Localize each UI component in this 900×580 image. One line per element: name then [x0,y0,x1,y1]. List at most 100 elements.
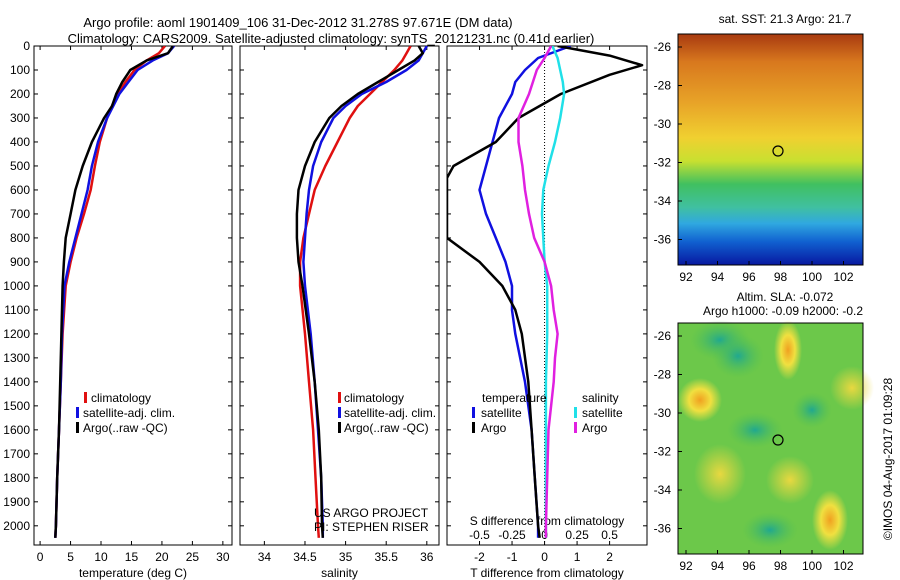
legend-argo: Argo(..raw -QC) [344,421,429,435]
legend-sal-argo: Argo [582,421,608,435]
map-lon-tick-label: 96 [742,559,756,573]
sla-feature [812,490,848,550]
y-tick-label: 600 [10,183,30,197]
legend-swatch-satellite [338,407,341,418]
legend-swatch-sal-satellite [574,407,577,418]
y-tick-label: 0 [23,39,30,53]
map-lat-tick-label: -32 [654,445,672,459]
x-tick-label: 34 [258,550,272,564]
x-tick-label: 15 [125,550,139,564]
sla-feature [774,320,802,380]
map-lon-tick-label: 92 [679,270,693,284]
y-tick-label: 900 [10,255,30,269]
argo-location-marker [772,434,784,446]
sla-feature [727,412,783,448]
sla-feature [742,512,798,548]
credit-pi: PI: STEPHEN RISER [314,520,429,534]
map-lon-tick-label: 100 [802,270,822,284]
legend-swatch-temp-argo [472,422,475,433]
series-line-argo-raw-qc- [54,46,174,538]
legend-salinity-heading: salinity [582,391,619,405]
sst-map-image [678,34,863,265]
x-tick-label: 0 [541,550,548,564]
y-tick-label: 2000 [3,519,30,533]
sla-map-title-line2: Argo h1000: -0.09 h2000: -0.2 [703,304,863,318]
map-lon-tick-label: 102 [833,270,853,284]
map-lon-tick-label: 92 [679,559,693,573]
sla-map: Altim. SLA: -0.072 Argo h1000: -0.09 h20… [677,290,874,555]
map-axes: -26 -28 -30 -32 -34 -36 92 94 96 98 100 102 -26 -28 -3… [654,40,854,573]
map-lon-tick-label: 100 [802,559,822,573]
argo-location-marker [772,145,784,157]
difference-legend: temperature salinity satellite satellite… [472,391,623,435]
sla-feature [766,456,814,504]
map-lat-tick-label: -30 [654,406,672,420]
y-tick-label: 1800 [3,471,30,485]
y-tick-label: 800 [10,231,30,245]
x-tick-label: -2 [474,550,485,564]
difference-panel: -2 -1 0 1 2 T difference from climatology -0.5… [446,45,648,580]
map-lon-tick-label: 94 [711,559,725,573]
y-tick-label: 500 [10,159,30,173]
salinity-legend: climatology satellite-adj. clim. Argo(..… [338,391,436,435]
temperature-panel: 0100200300400500600700800900100011001200… [3,39,233,580]
y-tick-label: 1900 [3,495,30,509]
legend-climatology: climatology [91,391,151,405]
legend-swatch-argo [76,422,79,433]
legend-temp-satellite: satellite [481,406,522,420]
x-axis-label: salinity [321,566,358,580]
map-lon-tick-label: 98 [774,270,788,284]
y-tick-label: 1700 [3,447,30,461]
legend-temp-argo: Argo [481,421,507,435]
sst-map-title: sat. SST: 21.3 Argo: 21.7 [719,12,852,26]
series-line-argo-raw-qc- [295,46,425,538]
y-tick-label: 700 [10,207,30,221]
x-axis-label: temperature (deg C) [79,566,187,580]
y-tick-label: 1000 [3,279,30,293]
plot-frame [33,45,233,546]
x-tick-label: 35 [339,550,353,564]
series-line-salinity-satellite [540,46,566,538]
sst-map-frame [677,33,864,266]
x-tick-label: 1 [574,550,581,564]
temperature-legend: climatology satellite-adj. clim. Argo(..… [76,391,175,435]
legend-sal-satellite: satellite [582,406,623,420]
x-tick-label: 35.5 [375,550,399,564]
map-lat-tick-label: -26 [654,40,672,54]
legend-swatch-climatology [338,392,341,403]
y-tick-label: 200 [10,87,30,101]
map-lat-tick-label: -30 [654,117,672,131]
map-lat-tick-label: -34 [654,483,672,497]
y-tick-label: 1600 [3,423,30,437]
s-diff-tick-label: -0.5 [469,528,490,542]
figure-title-line1: Argo profile: aoml 1901409_106 31-Dec-20… [83,15,512,30]
sla-feature [694,444,746,504]
salinity-panel: 34 34.5 35 35.5 36 salinity [239,45,440,580]
x-tick-label: 0 [37,550,44,564]
x-tick-label: 5 [67,550,74,564]
sst-map: sat. SST: 21.3 Argo: 21.7 [677,12,864,266]
map-lon-tick-label: 98 [774,559,788,573]
x-tick-label: 30 [216,550,230,564]
legend-swatch-sal-argo [574,422,577,433]
y-tick-label: 1200 [3,327,30,341]
map-lat-tick-label: -28 [654,368,672,382]
map-lon-tick-label: 94 [711,270,725,284]
map-lon-tick-label: 102 [833,559,853,573]
s-diff-tick-label: 0.25 [565,528,589,542]
series-line-salinity-argo [517,46,559,538]
sla-feature [712,334,764,378]
y-tick-label: 1100 [4,303,30,317]
series-line-temperature-argo [447,46,644,538]
s-diff-tick-label: -0.25 [498,528,526,542]
figure-title-line2: Climatology: CARS2009. Satellite-adjuste… [68,31,595,46]
sla-feature [830,366,874,410]
x-tick-label: 10 [94,550,108,564]
legend-swatch-climatology [84,392,87,403]
map-lat-tick-label: -28 [654,79,672,93]
map-lat-tick-label: -34 [654,194,672,208]
legend-swatch-temp-satellite [472,407,475,418]
legend-temperature-heading: temperature [482,391,547,405]
sla-map-title-line1: Altim. SLA: -0.072 [737,290,834,304]
